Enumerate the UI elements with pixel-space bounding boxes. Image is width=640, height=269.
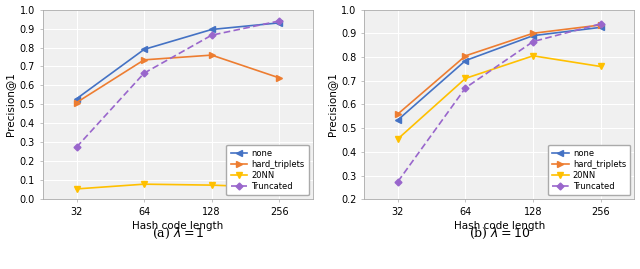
Truncated (73, 146, 81, 149)
none (529, 34, 537, 37)
hard_triplets (140, 58, 148, 62)
Legend: none, hard_triplets, 20NN, Truncated: none, hard_triplets, 20NN, Truncated (227, 145, 309, 195)
X-axis label: Hash code length: Hash code length (454, 221, 545, 231)
hard_triplets (597, 23, 605, 27)
hard_triplets (529, 32, 537, 35)
20NN (208, 183, 216, 187)
Line: 20NN: 20NN (394, 52, 604, 142)
Line: hard_triplets: hard_triplets (73, 52, 283, 106)
Line: 20NN: 20NN (73, 181, 283, 192)
none (208, 28, 216, 31)
Y-axis label: Precision@1: Precision@1 (327, 73, 337, 136)
none (275, 21, 283, 24)
none (597, 26, 605, 29)
hard_triplets (275, 76, 283, 80)
Truncated (394, 180, 402, 183)
20NN (73, 187, 81, 190)
hard_triplets (394, 112, 402, 116)
none (394, 118, 402, 122)
Text: (b) $\lambda= 10$: (b) $\lambda= 10$ (468, 226, 530, 241)
Line: none: none (394, 24, 604, 123)
none (461, 59, 469, 62)
Line: Truncated: Truncated (396, 21, 603, 184)
Legend: none, hard_triplets, 20NN, Truncated: none, hard_triplets, 20NN, Truncated (548, 145, 630, 195)
20NN (275, 186, 283, 189)
hard_triplets (73, 101, 81, 104)
hard_triplets (208, 54, 216, 57)
Text: (a) $\lambda=1$: (a) $\lambda=1$ (152, 226, 204, 241)
none (73, 97, 81, 100)
Truncated (529, 40, 537, 43)
Line: none: none (73, 19, 283, 102)
Line: hard_triplets: hard_triplets (394, 22, 604, 118)
Line: Truncated: Truncated (74, 19, 282, 150)
hard_triplets (461, 54, 469, 58)
20NN (394, 137, 402, 140)
Truncated (461, 86, 469, 90)
20NN (529, 54, 537, 58)
Y-axis label: Precision@1: Precision@1 (6, 73, 15, 136)
Truncated (140, 72, 148, 75)
Truncated (275, 19, 283, 23)
Truncated (597, 22, 605, 25)
X-axis label: Hash code length: Hash code length (132, 221, 223, 231)
Truncated (208, 34, 216, 37)
20NN (140, 183, 148, 186)
20NN (597, 65, 605, 68)
20NN (461, 77, 469, 80)
none (140, 48, 148, 51)
